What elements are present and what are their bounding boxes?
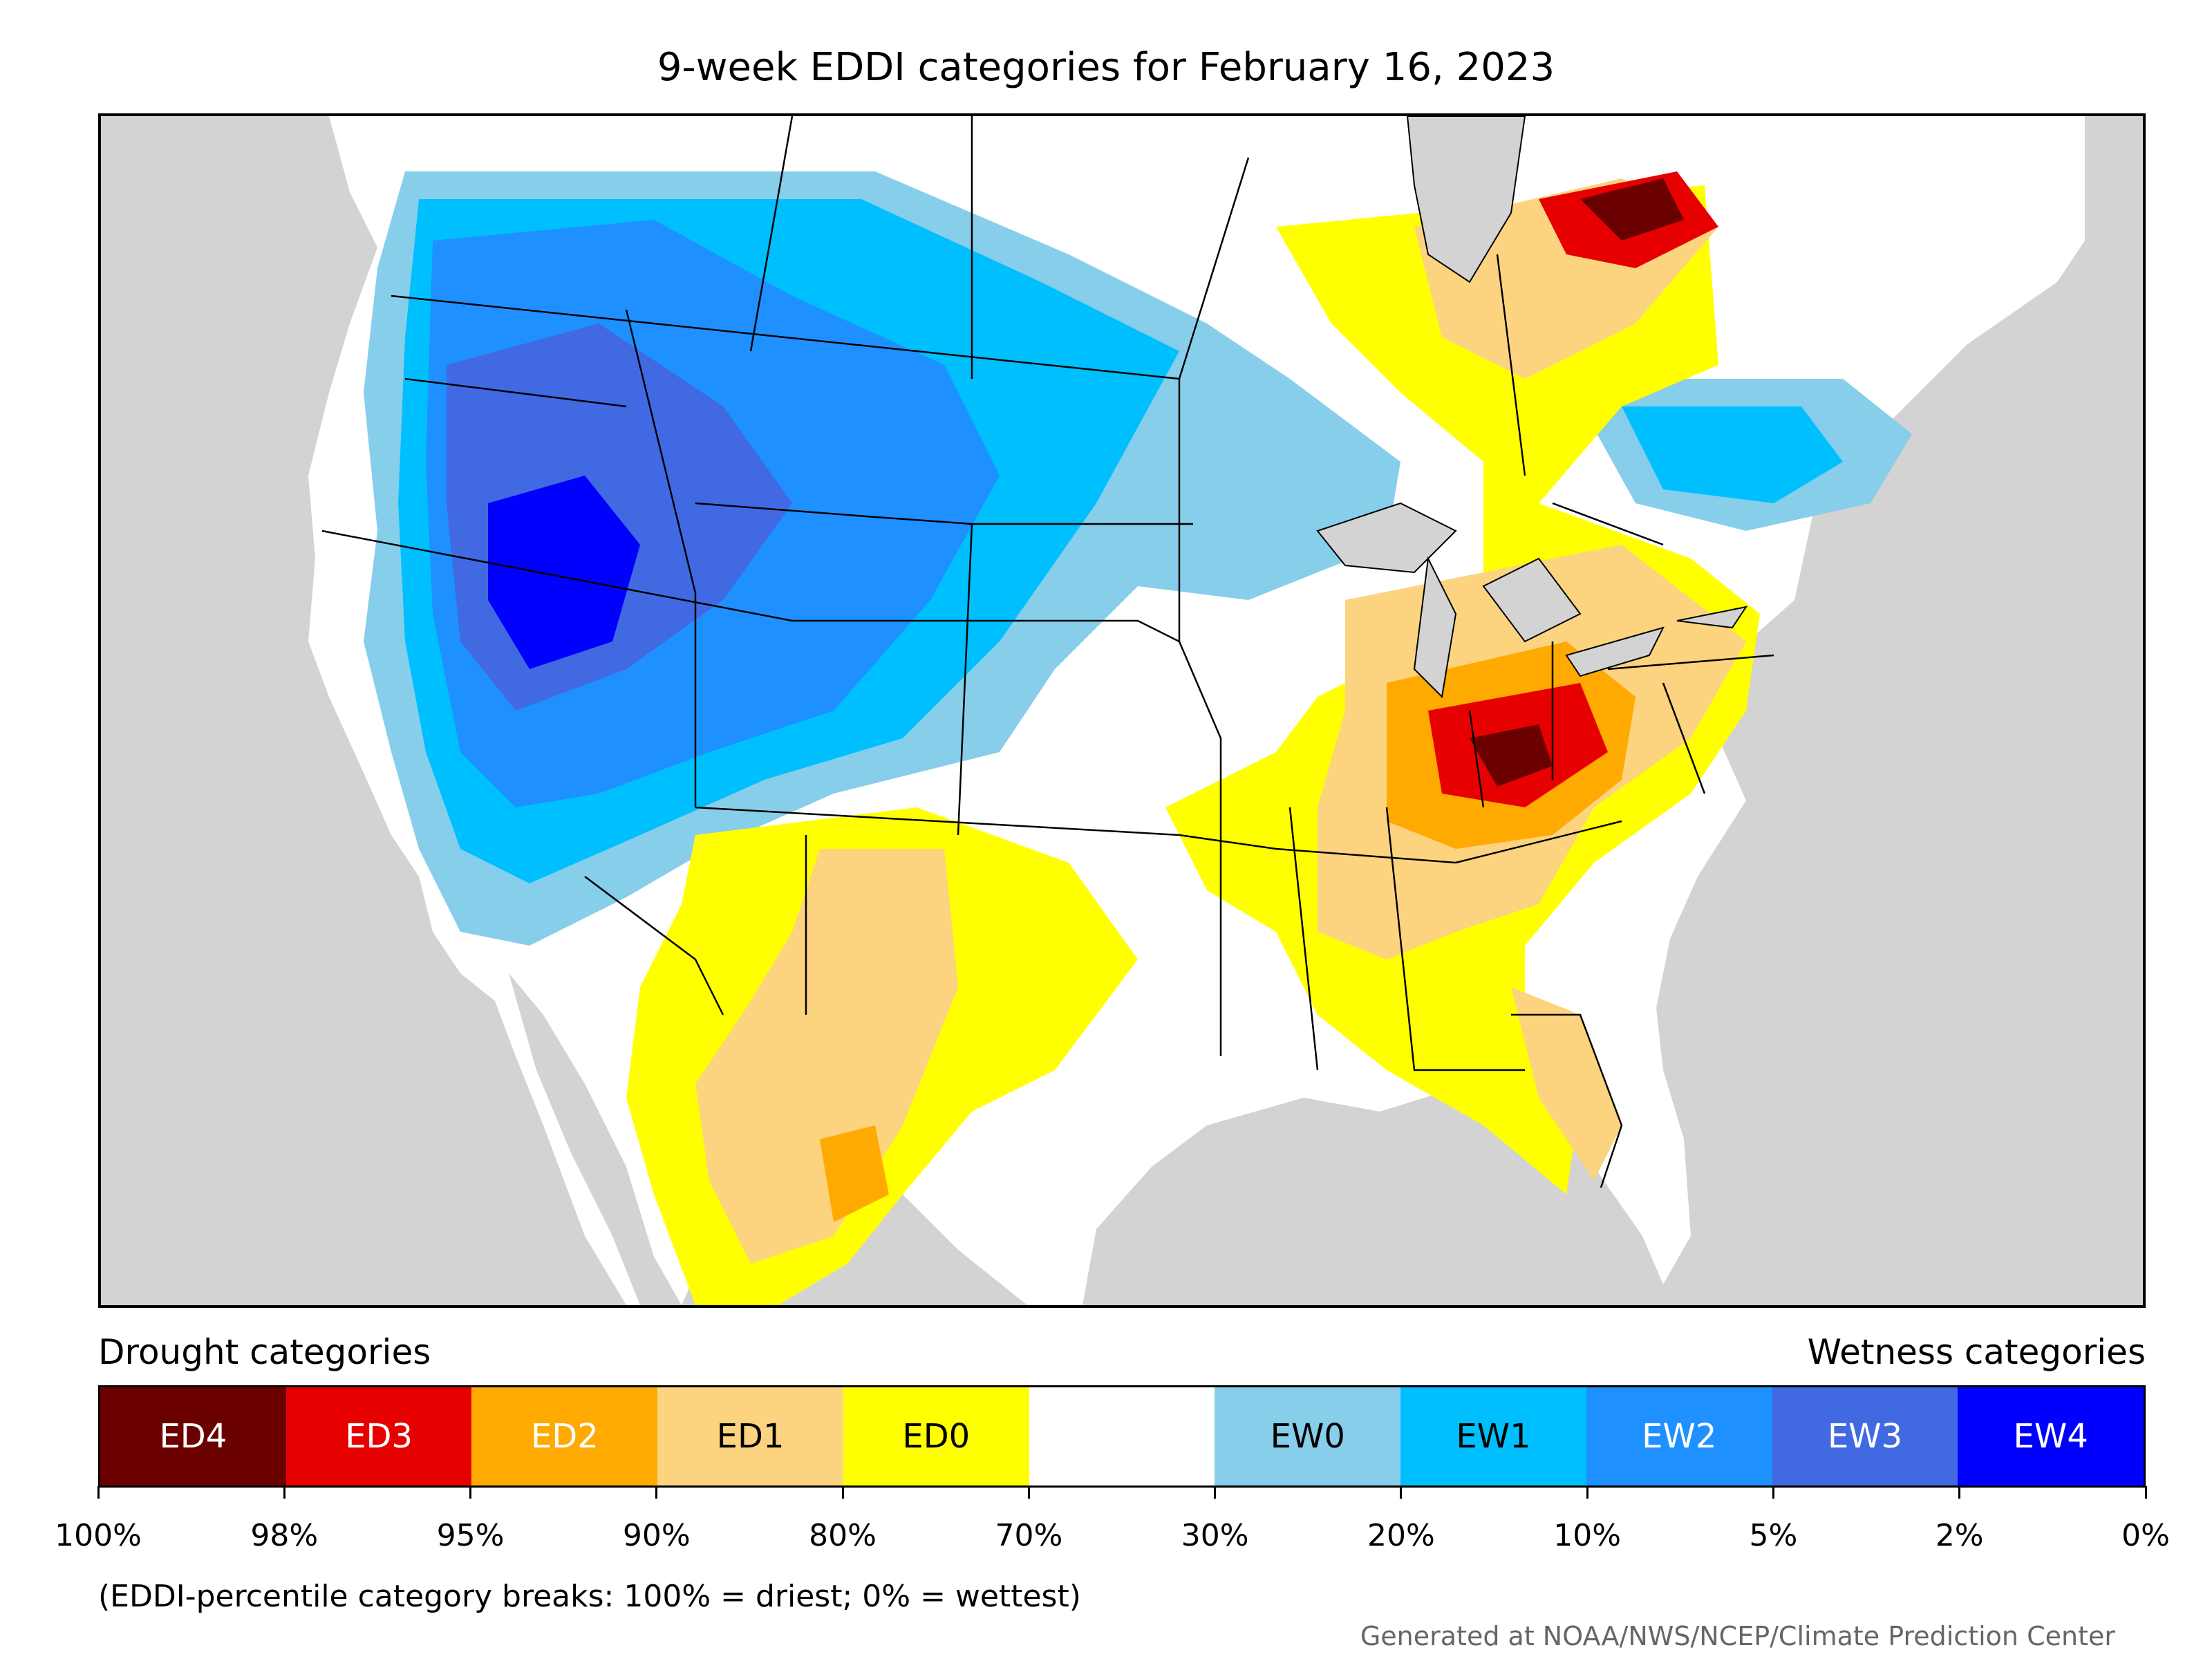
legend-label-ed2: ED2: [530, 1417, 599, 1456]
legend-tick: [1958, 1486, 1961, 1499]
ed1-florida-region: [1511, 987, 1622, 1181]
legend-tick-label: 2%: [1935, 1518, 1984, 1553]
legend-label-ew4: EW4: [2013, 1417, 2088, 1456]
boundaries: [321, 116, 1774, 1071]
legend-tick: [1586, 1486, 1588, 1499]
legend-swatch-neutral: [1029, 1387, 1215, 1485]
legend-tick-label: 10%: [1553, 1518, 1622, 1553]
legend-swatch-ed0: ED0: [843, 1387, 1029, 1485]
legend-tick-label: 20%: [1367, 1518, 1435, 1553]
legend-label-ew0: EW0: [1270, 1417, 1345, 1456]
legend-tick: [283, 1486, 285, 1499]
legend-tick-label: 100%: [55, 1518, 142, 1553]
legend-tick: [1772, 1486, 1774, 1499]
legend-label-ed4: ED4: [159, 1417, 227, 1456]
legend-note: (EDDI-percentile category breaks: 100% =…: [98, 1579, 1081, 1614]
legend-label-ew2: EW2: [1642, 1417, 1717, 1456]
legend-label-ew3: EW3: [1827, 1417, 1903, 1456]
map-canvas: [308, 116, 2085, 1305]
ed1-southwest-region: [695, 849, 958, 1264]
legend-tick: [1027, 1486, 1030, 1499]
legend-tick-label: 98%: [250, 1518, 319, 1553]
legend-swatch-ew2: EW2: [1586, 1387, 1772, 1485]
legend-tick: [2144, 1486, 2147, 1499]
wetness-categories-label: Wetness categories: [1807, 1332, 2146, 1372]
ew4-region: [488, 476, 640, 669]
map-title: 9-week EDDI categories for February 16, …: [657, 45, 1555, 90]
legend-swatch-ew3: EW3: [1772, 1387, 1958, 1485]
drought-categories-label: Drought categories: [98, 1332, 431, 1372]
legend-tick-label: 0%: [2121, 1518, 2170, 1553]
legend-swatch-ed4: ED4: [100, 1387, 286, 1485]
legend-tick-label: 30%: [1181, 1518, 1249, 1553]
ed4-region: [1470, 724, 1553, 787]
legend-label-ed0: ED0: [902, 1417, 971, 1456]
hudson-bay: [1406, 116, 1526, 283]
legend-swatch-ed1: ED1: [657, 1387, 843, 1485]
legend-ticks: 100% 98% 95% 90% 80% 70% 30% 20% 10% 5% 2% 0%: [55, 1486, 2170, 1553]
legend-swatch-ew1: EW1: [1400, 1387, 1586, 1485]
legend-swatch-ed2: ED2: [471, 1387, 658, 1485]
great-lakes: [1316, 502, 1748, 699]
legend-label-ew1: EW1: [1456, 1417, 1531, 1456]
legend-tick: [1400, 1486, 1403, 1499]
legend-tick: [97, 1486, 100, 1499]
legend-label-ed3: ED3: [345, 1417, 413, 1456]
legend-tick-label: 90%: [622, 1518, 691, 1553]
legend-tick-label: 70%: [995, 1518, 1063, 1553]
legend-label-ed1: ED1: [716, 1417, 785, 1456]
legend-colorbar: ED4 ED3 ED2 ED1 ED0 EW0 EW1 EW2 EW3 EW4: [98, 1385, 2146, 1488]
legend-tick: [841, 1486, 844, 1499]
legend-swatch-ew4: EW4: [1958, 1387, 2144, 1485]
legend-tick: [655, 1486, 658, 1499]
legend-tick-label: 80%: [809, 1518, 877, 1553]
eddi-map: [98, 113, 2146, 1308]
legend-swatch-ew0: EW0: [1215, 1387, 1401, 1485]
legend-swatch-ed3: ED3: [285, 1387, 472, 1485]
credit-text: Generated at NOAA/NWS/NCEP/Climate Predi…: [1360, 1621, 2115, 1651]
legend-tick-label: 95%: [436, 1518, 505, 1553]
legend-tick: [469, 1486, 472, 1499]
legend-tick: [1214, 1486, 1217, 1499]
legend-tick-label: 5%: [1749, 1518, 1798, 1553]
